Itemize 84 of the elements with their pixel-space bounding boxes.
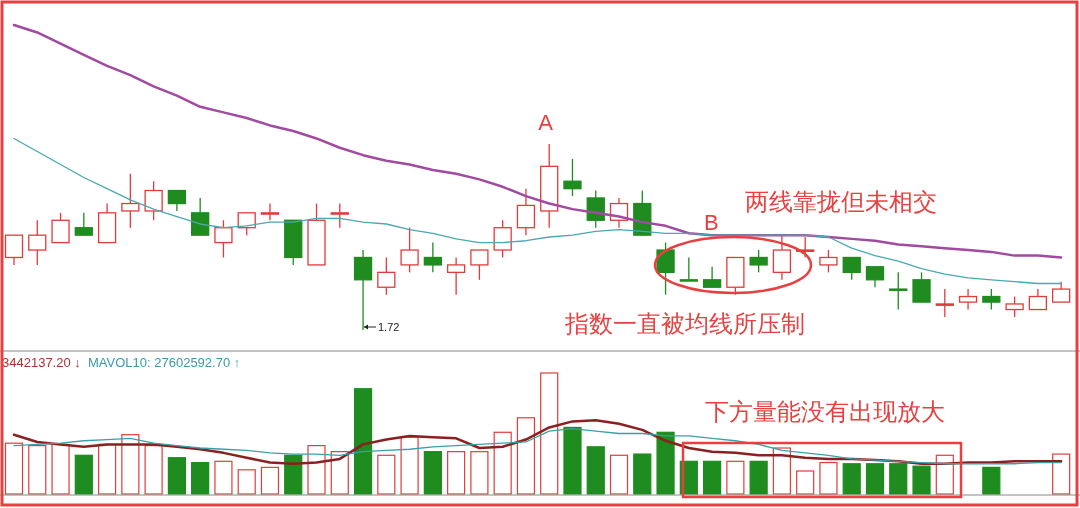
bar bbox=[237, 469, 256, 495]
bar bbox=[912, 465, 931, 495]
candlestick bbox=[772, 234, 792, 281]
candlestick bbox=[377, 256, 396, 296]
bar bbox=[865, 463, 885, 495]
candlestick bbox=[446, 256, 466, 296]
bar bbox=[28, 445, 47, 495]
candlestick bbox=[167, 189, 187, 212]
candlestick bbox=[982, 288, 1001, 311]
bar bbox=[121, 434, 140, 495]
annotation: 下方量能没有出现放大 bbox=[705, 398, 945, 425]
candlestick bbox=[865, 266, 885, 288]
candlestick bbox=[493, 219, 512, 259]
annotation: B bbox=[704, 210, 719, 235]
annotation: A bbox=[538, 110, 554, 136]
bar bbox=[214, 460, 233, 495]
candlestick bbox=[423, 241, 443, 273]
bar bbox=[656, 431, 675, 495]
bar bbox=[703, 460, 722, 495]
candlestick bbox=[958, 288, 978, 311]
annotation: 1.72 bbox=[378, 321, 400, 333]
candlestick bbox=[679, 256, 698, 282]
bar bbox=[51, 443, 70, 495]
bar bbox=[609, 454, 629, 495]
bar bbox=[74, 454, 93, 495]
candlestick bbox=[1005, 295, 1024, 318]
candlestick bbox=[144, 180, 163, 221]
bar bbox=[982, 466, 1001, 495]
bar bbox=[633, 453, 652, 495]
candlestick bbox=[121, 173, 140, 229]
candlestick bbox=[842, 256, 861, 281]
bar bbox=[144, 445, 163, 495]
candlestick bbox=[4, 234, 24, 266]
bar bbox=[935, 454, 954, 495]
candlestick bbox=[702, 266, 722, 288]
candlestick bbox=[237, 212, 256, 236]
candlestick bbox=[260, 202, 280, 221]
bar bbox=[191, 461, 210, 495]
bar bbox=[493, 431, 512, 495]
candlestick bbox=[912, 271, 931, 303]
bar bbox=[796, 470, 815, 495]
candlestick bbox=[1028, 288, 1048, 311]
bar bbox=[726, 460, 745, 495]
bar bbox=[889, 463, 908, 495]
candlestick bbox=[214, 219, 233, 259]
candlestick bbox=[74, 212, 93, 236]
bar bbox=[586, 446, 605, 495]
bar bbox=[749, 460, 768, 495]
candlestick bbox=[656, 241, 675, 296]
bar bbox=[4, 442, 24, 495]
bar bbox=[563, 426, 582, 495]
candlestick bbox=[889, 271, 908, 311]
bar bbox=[470, 451, 489, 495]
bar bbox=[842, 463, 861, 495]
candlestick bbox=[470, 249, 489, 281]
bar bbox=[353, 388, 373, 495]
candlestick bbox=[330, 202, 349, 229]
candlestick bbox=[51, 212, 70, 244]
bar bbox=[1052, 453, 1071, 495]
text: 3442137.20 ↓ bbox=[2, 355, 81, 370]
bar bbox=[307, 445, 326, 495]
bar bbox=[819, 461, 838, 495]
bar bbox=[167, 457, 186, 495]
candlestick bbox=[400, 227, 419, 273]
candlestick bbox=[28, 219, 47, 266]
candlestick bbox=[516, 188, 536, 236]
bar bbox=[260, 466, 280, 495]
candlestick bbox=[935, 288, 954, 318]
text: MAVOL10: 27602592.70 ↑ bbox=[88, 355, 241, 370]
bar bbox=[516, 417, 536, 495]
bar bbox=[377, 454, 396, 495]
bar bbox=[423, 451, 442, 495]
bar bbox=[540, 372, 559, 495]
annotation: 指数一直被均线所压制 bbox=[564, 310, 805, 337]
candlestick bbox=[1052, 281, 1071, 303]
bar bbox=[97, 443, 117, 495]
bar bbox=[400, 436, 419, 495]
annotation: 两线靠拢但未相交 bbox=[745, 188, 937, 215]
bar bbox=[772, 447, 792, 495]
candlestick bbox=[749, 249, 768, 273]
candlestick bbox=[191, 197, 210, 236]
candlestick bbox=[819, 249, 838, 273]
candlestick bbox=[563, 158, 582, 197]
bar bbox=[447, 451, 466, 495]
